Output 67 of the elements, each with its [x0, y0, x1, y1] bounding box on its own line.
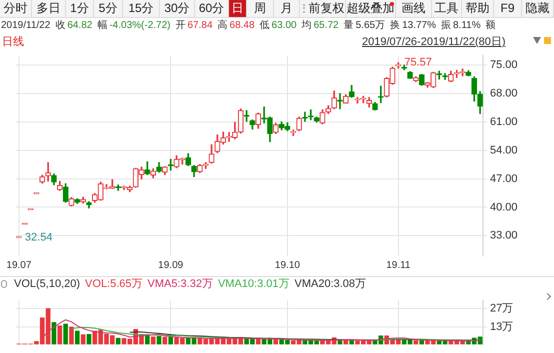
text: -4.03%(-2.72)	[109, 19, 170, 33]
text: 画线	[396, 0, 432, 17]
y-tick-label: 13万	[490, 321, 514, 334]
y-tick-label: 68.00	[490, 87, 518, 100]
bar	[63, 324, 68, 344]
text: 65.72	[314, 19, 339, 33]
bar	[156, 336, 162, 344]
text: VMA10:3.01万	[218, 278, 290, 291]
text: 8.11%	[453, 19, 481, 33]
x-tick-label: 19.09	[158, 260, 184, 271]
text: 工具	[432, 0, 462, 17]
text: VMA20:3.08万	[294, 278, 366, 291]
annotation: 32.54	[24, 232, 52, 244]
text: 1分	[66, 0, 94, 17]
text: 收	[55, 19, 66, 33]
text: 开	[175, 19, 186, 33]
text: 64.82	[67, 19, 92, 33]
text: 周	[247, 0, 274, 17]
text: 低	[260, 19, 270, 33]
text: 5.65万	[356, 19, 386, 33]
y-tick-label: 33.00	[490, 230, 518, 242]
y-tick-label: 27万	[490, 302, 514, 315]
bar	[74, 330, 80, 344]
text: 67.84	[187, 19, 213, 33]
bar	[69, 326, 74, 344]
text: 30分	[160, 0, 195, 17]
y-tick-label: 47.00	[490, 172, 518, 185]
text: VOL:5.65万	[85, 278, 143, 291]
chart-title: 日线	[2, 35, 24, 49]
text: 均	[302, 19, 312, 33]
annotation: 75.57	[404, 56, 432, 69]
text: 量	[344, 19, 354, 33]
text: 5分	[94, 0, 123, 17]
text: 高	[218, 19, 228, 33]
x-tick-label: 19.07	[6, 260, 32, 271]
text: 日	[229, 0, 247, 17]
text: 帮助	[462, 0, 494, 17]
bar	[86, 334, 92, 344]
text: 15分	[123, 0, 160, 17]
text: 前复权	[308, 0, 346, 17]
text: F9	[494, 0, 522, 17]
x-tick-label: 19.10	[274, 260, 300, 271]
bar	[80, 334, 86, 344]
x-tick-label: 19.11	[386, 260, 411, 271]
bar	[57, 325, 62, 344]
text: 2019/11/22	[1, 19, 50, 33]
text: 60分	[195, 0, 229, 17]
text: 多日	[32, 0, 66, 17]
y-tick-label: 54.00	[490, 144, 518, 156]
bar	[52, 322, 56, 344]
text: 换	[390, 19, 400, 33]
y-tick-label: 61.00	[490, 116, 518, 128]
chart-subtitle: 2019/07/26-2019/11/22(80日)	[362, 35, 506, 49]
text: 振	[441, 19, 451, 33]
y-tick-label: 40.00	[490, 201, 518, 214]
text: VMA5:3.32万	[148, 278, 213, 291]
text: 幅	[97, 19, 108, 33]
text: 63.00	[272, 19, 297, 33]
bar	[150, 336, 156, 344]
y-tick-label: 75.00	[490, 58, 518, 71]
chart-title: VOL(5,10,20)	[14, 278, 80, 291]
text: 额	[486, 19, 496, 33]
text: 13.77%	[402, 19, 436, 33]
text: 68.48	[230, 19, 255, 33]
text: 分时	[0, 0, 32, 17]
text: 月	[274, 0, 300, 17]
text: 隐藏	[522, 0, 554, 17]
